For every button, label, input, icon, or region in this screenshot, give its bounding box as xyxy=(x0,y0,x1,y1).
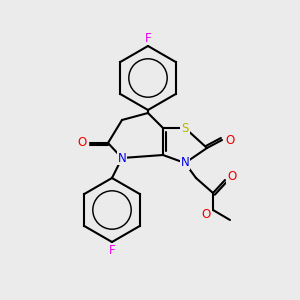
Text: O: O xyxy=(225,134,235,146)
Text: O: O xyxy=(77,136,87,149)
Text: N: N xyxy=(118,152,126,164)
Text: S: S xyxy=(181,122,189,134)
Text: F: F xyxy=(145,32,151,44)
Text: O: O xyxy=(201,208,211,221)
Text: F: F xyxy=(109,244,115,256)
Text: N: N xyxy=(181,157,189,169)
Text: O: O xyxy=(227,170,237,184)
